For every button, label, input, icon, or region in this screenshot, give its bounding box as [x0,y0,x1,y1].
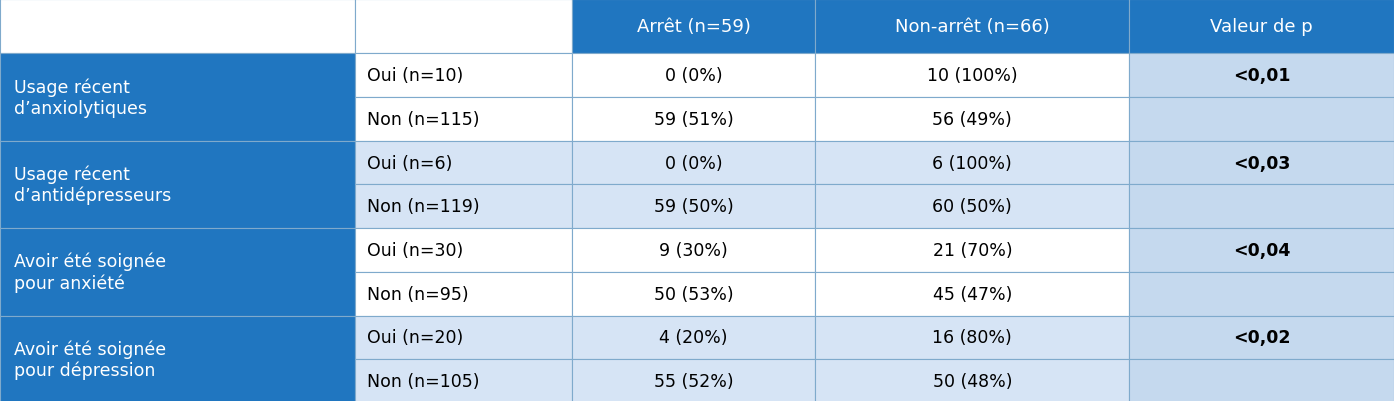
Text: Valeur de p: Valeur de p [1210,18,1313,36]
Text: Non (n=95): Non (n=95) [367,285,468,303]
Bar [572,272,815,316]
Bar [1129,185,1394,229]
Bar [355,316,572,359]
Text: 55 (52%): 55 (52%) [654,372,733,390]
Bar [572,316,815,359]
Text: Usage récent
d’anxiolytiques: Usage récent d’anxiolytiques [14,78,146,117]
Bar [815,185,1129,229]
Text: Avoir été soignée
pour anxiété: Avoir été soignée pour anxiété [14,252,166,292]
Bar [815,272,1129,316]
Bar [0,0,355,54]
Bar [355,142,572,185]
Text: 45 (47%): 45 (47%) [933,285,1012,303]
Bar [815,316,1129,359]
Text: <0,03: <0,03 [1232,154,1291,172]
Bar [0,54,355,142]
Text: 10 (100%): 10 (100%) [927,67,1018,85]
Text: Non-arrêt (n=66): Non-arrêt (n=66) [895,18,1050,36]
Bar [0,229,355,316]
Text: 59 (50%): 59 (50%) [654,198,733,216]
Text: Oui (n=30): Oui (n=30) [367,241,463,259]
Text: <0,02: <0,02 [1232,328,1291,346]
Bar [572,0,815,54]
Text: <0,04: <0,04 [1232,241,1291,259]
Bar [815,359,1129,401]
Text: Non (n=115): Non (n=115) [367,111,480,129]
Bar [572,54,815,98]
Text: Oui (n=10): Oui (n=10) [367,67,463,85]
Text: 6 (100%): 6 (100%) [933,154,1012,172]
Bar [572,142,815,185]
Text: 9 (30%): 9 (30%) [659,241,728,259]
Text: 16 (80%): 16 (80%) [933,328,1012,346]
Bar [1129,316,1394,359]
Bar [1129,142,1394,185]
Bar [355,54,572,98]
Text: <0,01: <0,01 [1232,67,1291,85]
Bar [0,316,355,401]
Text: Arrêt (n=59): Arrêt (n=59) [637,18,750,36]
Text: Oui (n=20): Oui (n=20) [367,328,463,346]
Bar [815,54,1129,98]
Bar [815,142,1129,185]
Text: Non (n=105): Non (n=105) [367,372,480,390]
Text: 0 (0%): 0 (0%) [665,67,722,85]
Text: 50 (53%): 50 (53%) [654,285,733,303]
Bar [815,229,1129,272]
Bar [572,359,815,401]
Text: 59 (51%): 59 (51%) [654,111,733,129]
Text: Non (n=119): Non (n=119) [367,198,480,216]
Bar [355,229,572,272]
Bar [572,229,815,272]
Bar [355,98,572,142]
Text: 56 (49%): 56 (49%) [933,111,1012,129]
Text: 4 (20%): 4 (20%) [659,328,728,346]
Text: 21 (70%): 21 (70%) [933,241,1012,259]
Bar [815,98,1129,142]
Bar [1129,98,1394,142]
Text: 60 (50%): 60 (50%) [933,198,1012,216]
Bar [355,272,572,316]
Bar [0,142,355,229]
Text: Avoir été soignée
pour dépression: Avoir été soignée pour dépression [14,340,166,379]
Bar [1129,0,1394,54]
Text: 50 (48%): 50 (48%) [933,372,1012,390]
Bar [355,0,572,54]
Bar [355,359,572,401]
Bar [572,98,815,142]
Bar [1129,272,1394,316]
Text: Usage récent
d’antidépresseurs: Usage récent d’antidépresseurs [14,165,171,205]
Text: Oui (n=6): Oui (n=6) [367,154,452,172]
Bar [572,185,815,229]
Bar [1129,229,1394,272]
Bar [815,0,1129,54]
Bar [355,185,572,229]
Bar [1129,54,1394,98]
Text: 0 (0%): 0 (0%) [665,154,722,172]
Bar [1129,359,1394,401]
